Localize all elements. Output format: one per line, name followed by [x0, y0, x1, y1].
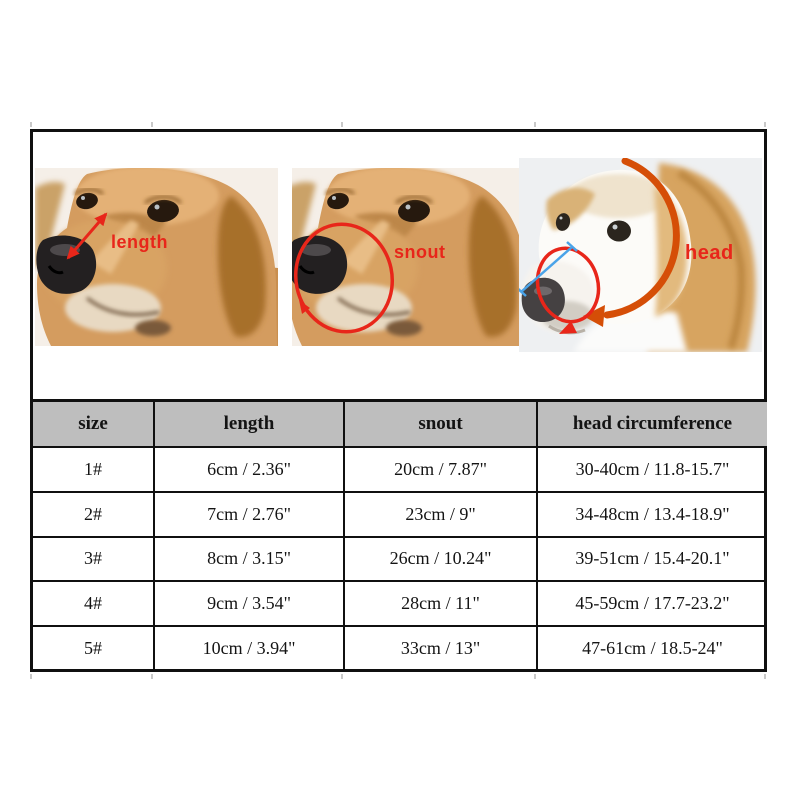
snout-circle-icon [535, 246, 601, 324]
table-gridline-tick [534, 122, 536, 127]
table-gridline-tick [30, 674, 32, 679]
table-row: 3# 8cm / 3.15" 26cm / 10.24" 39-51cm / 1… [33, 535, 767, 583]
cell-length: 6cm / 2.36" [153, 446, 345, 493]
cell-head: 34-48cm / 13.4-18.9" [536, 490, 767, 538]
cell-head: 30-40cm / 11.8-15.7" [536, 446, 767, 493]
cell-snout: 28cm / 11" [343, 580, 538, 628]
snout-length-measure-line-icon [519, 241, 578, 297]
cell-head: 47-61cm / 18.5-24" [536, 625, 767, 669]
table-row: 5# 10cm / 3.94" 33cm / 13" 47-61cm / 18.… [33, 625, 767, 669]
length-annotation [66, 212, 108, 260]
table-gridline-tick [341, 674, 343, 679]
table-row: 1# 6cm / 2.36" 20cm / 7.87" 30-40cm / 11… [33, 446, 767, 493]
snout-annotation [293, 222, 395, 334]
header-size: size [33, 399, 155, 448]
cell-length: 7cm / 2.76" [153, 490, 345, 538]
size-table: size length snout head circumference 1# … [33, 399, 767, 669]
cell-size: 2# [33, 490, 155, 538]
cell-head: 39-51cm / 15.4-20.1" [536, 535, 767, 583]
cell-size: 3# [33, 535, 155, 583]
head-arc-icon [603, 158, 680, 319]
head-annotation [519, 158, 680, 334]
cell-size: 1# [33, 446, 155, 493]
cell-length: 8cm / 3.15" [153, 535, 345, 583]
dog-photo-head: head [519, 158, 762, 352]
cell-size: 4# [33, 580, 155, 628]
cell-head: 45-59cm / 17.7-23.2" [536, 580, 767, 628]
header-length: length [153, 399, 345, 448]
cell-snout: 23cm / 9" [343, 490, 538, 538]
table-gridline-tick [151, 122, 153, 127]
table-row: 4# 9cm / 3.54" 28cm / 11" 45-59cm / 17.7… [33, 580, 767, 628]
snout-label: snout [394, 242, 446, 262]
table-gridline-tick [341, 122, 343, 127]
snout-circle-icon [293, 222, 395, 334]
cell-snout: 33cm / 13" [343, 625, 538, 669]
snout-circle-arrowhead-icon [299, 300, 310, 314]
table-gridline-tick [534, 674, 536, 679]
cell-size: 5# [33, 625, 155, 669]
table-gridline-tick [151, 674, 153, 679]
snout-circle-arrowhead-icon [559, 321, 577, 334]
head-label: head [685, 242, 734, 264]
table-header-row: size length snout head circumference [33, 399, 767, 448]
header-snout: snout [343, 399, 538, 448]
table-gridline-tick [764, 674, 766, 679]
table-gridline-tick [764, 122, 766, 127]
table-row: 2# 7cm / 2.76" 23cm / 9" 34-48cm / 13.4-… [33, 490, 767, 538]
cell-snout: 26cm / 10.24" [343, 535, 538, 583]
dog-photo-snout: snout [292, 168, 520, 346]
table-gridline-tick [30, 122, 32, 127]
cell-snout: 20cm / 7.87" [343, 446, 538, 493]
dog-photo-length: length [35, 168, 278, 346]
cell-length: 10cm / 3.94" [153, 625, 345, 669]
head-arc-arrowhead-icon [583, 305, 605, 327]
cell-length: 9cm / 3.54" [153, 580, 345, 628]
length-double-arrow-icon [66, 212, 108, 260]
header-head-circumference: head circumference [536, 399, 767, 448]
length-label: length [111, 232, 168, 252]
